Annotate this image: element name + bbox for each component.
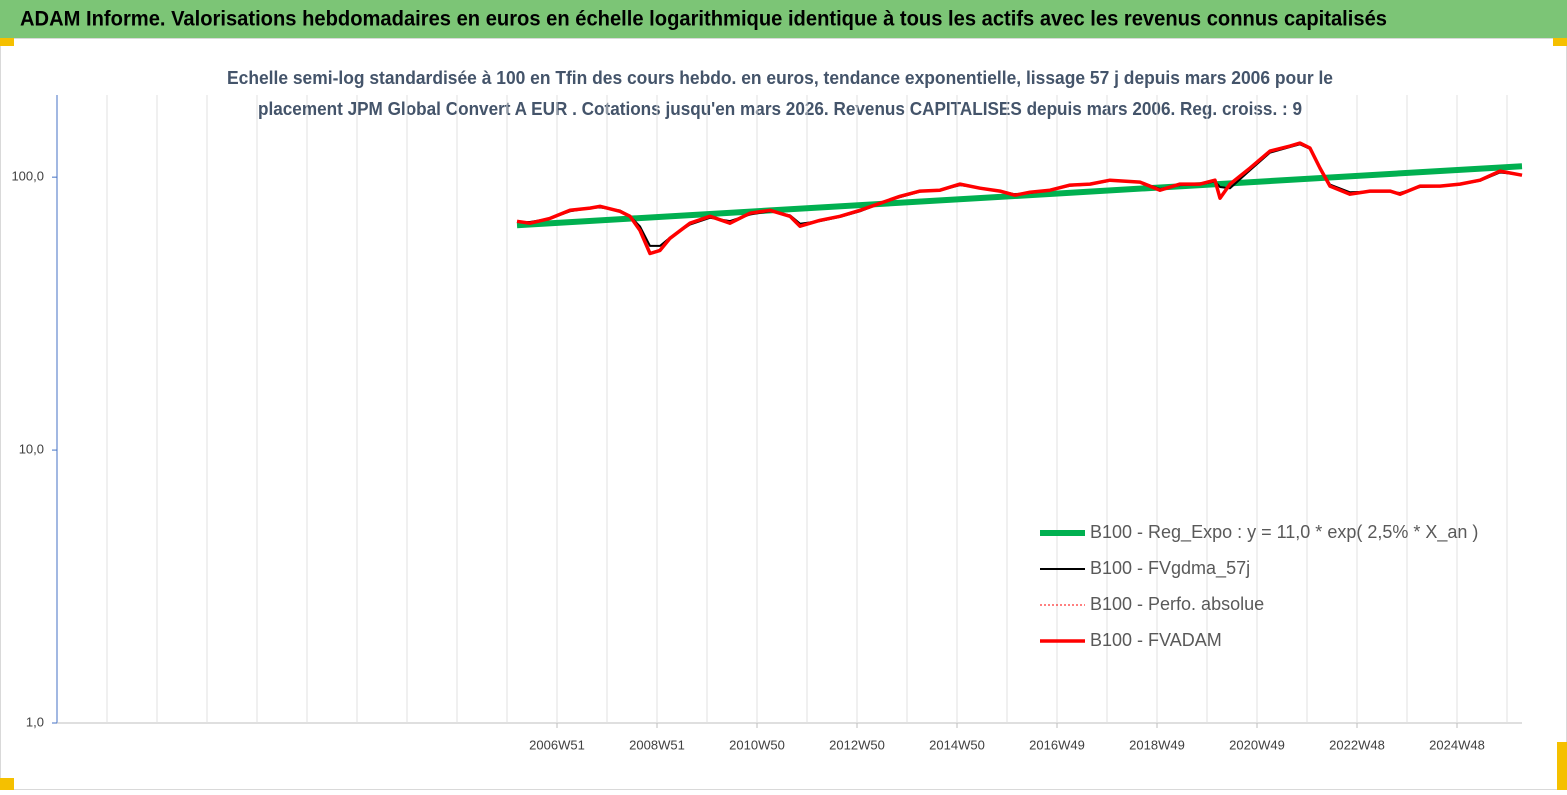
x-tick-label: 2012W50 (829, 737, 885, 752)
chart-title: Echelle semi-log standardisée à 100 en T… (227, 68, 1333, 88)
chart-border (0, 38, 1567, 790)
x-tick-label: 2016W49 (1029, 737, 1085, 752)
legend-label: B100 - Reg_Expo : y = 11,0 * exp( 2,5% *… (1090, 522, 1478, 543)
chart-title: placement JPM Global Convert A EUR . Cot… (258, 99, 1302, 119)
x-tick-label: 2014W50 (929, 737, 985, 752)
legend-label: B100 - FVADAM (1090, 630, 1222, 650)
x-tick-label: 2022W48 (1329, 737, 1385, 752)
x-tick-label: 2010W50 (729, 737, 785, 752)
x-tick-label: 2024W48 (1429, 737, 1485, 752)
y-tick-label: 1,0 (26, 714, 44, 729)
header-bar (0, 0, 1567, 38)
x-tick-label: 2020W49 (1229, 737, 1285, 752)
x-tick-label: 2006W51 (529, 737, 585, 752)
legend-label: B100 - Perfo. absolue (1090, 594, 1264, 614)
corner-mark (0, 38, 14, 46)
header-title: ADAM Informe. Valorisations hebdomadaire… (20, 8, 1387, 31)
y-tick-label: 100,0 (11, 169, 44, 184)
data-line (516, 141, 1523, 256)
corner-mark (1557, 742, 1567, 790)
x-tick-label: 2008W51 (629, 737, 685, 752)
x-tick-label: 2018W49 (1129, 737, 1185, 752)
corner-mark (1553, 38, 1567, 46)
y-tick-label: 10,0 (19, 442, 44, 457)
corner-mark (0, 778, 14, 790)
legend-label: B100 - FVgdma_57j (1090, 558, 1250, 579)
